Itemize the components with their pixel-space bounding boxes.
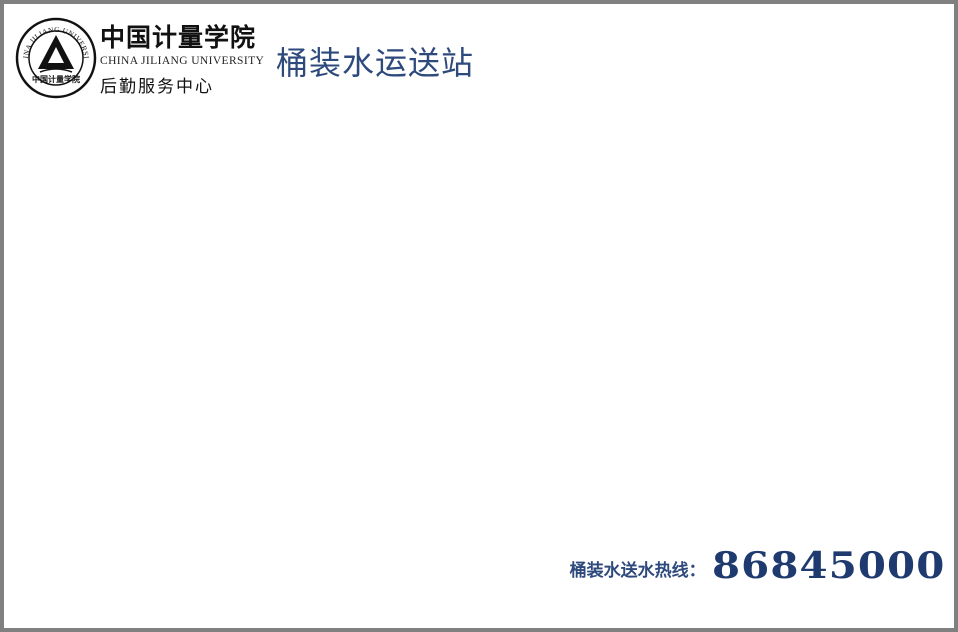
university-name-en: CHINA JILIANG UNIVERSITY: [100, 55, 265, 67]
university-seal-icon: CHINA JILIANG UNIVERSITY 中国计量学院: [14, 16, 97, 99]
hotline-label: 桶装水送水热线：: [569, 561, 706, 581]
department-name: 后勤服务中心: [100, 77, 214, 97]
university-name-cn: 中国计量学院: [100, 23, 257, 52]
hotline: 桶装水送水热线： 86845000: [569, 544, 944, 584]
hotline-number: 86845000: [711, 545, 946, 587]
page-title: 桶装水运送站: [276, 44, 475, 82]
seal-bottom-text: 中国计量学院: [32, 74, 80, 84]
university-logo: CHINA JILIANG UNIVERSITY 中国计量学院 中国计量学院 C…: [14, 16, 264, 104]
logo-text-group: 中国计量学院 CHINA JILIANG UNIVERSITY 后勤服务中心: [98, 16, 264, 100]
